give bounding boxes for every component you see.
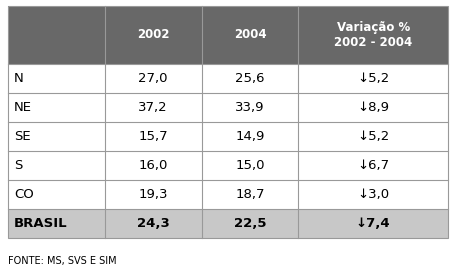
Text: ↓7,4: ↓7,4 bbox=[356, 217, 390, 230]
Bar bbox=[105, 151, 202, 180]
Bar bbox=[298, 64, 448, 93]
Bar bbox=[105, 209, 202, 238]
Bar bbox=[8, 6, 105, 64]
Bar bbox=[202, 93, 298, 122]
Text: 15,7: 15,7 bbox=[138, 130, 168, 143]
Text: 2004: 2004 bbox=[234, 28, 266, 41]
Bar bbox=[105, 93, 202, 122]
Text: 24,3: 24,3 bbox=[137, 217, 170, 230]
Bar bbox=[298, 122, 448, 151]
Text: ↓3,0: ↓3,0 bbox=[357, 188, 389, 201]
Bar bbox=[8, 93, 105, 122]
Text: S: S bbox=[14, 159, 22, 172]
Text: 14,9: 14,9 bbox=[235, 130, 265, 143]
Text: Variação %
2002 - 2004: Variação % 2002 - 2004 bbox=[334, 21, 412, 49]
Bar bbox=[8, 6, 448, 238]
Text: SE: SE bbox=[14, 130, 30, 143]
Text: 37,2: 37,2 bbox=[138, 101, 168, 114]
Text: BRASIL: BRASIL bbox=[14, 217, 68, 230]
Bar bbox=[8, 209, 105, 238]
Text: CO: CO bbox=[14, 188, 34, 201]
Bar bbox=[8, 122, 105, 151]
Text: 18,7: 18,7 bbox=[235, 188, 265, 201]
Text: 22,5: 22,5 bbox=[234, 217, 266, 230]
Bar bbox=[202, 6, 298, 64]
Bar bbox=[105, 64, 202, 93]
Bar bbox=[202, 64, 298, 93]
Bar bbox=[8, 151, 105, 180]
Text: 2002: 2002 bbox=[137, 28, 169, 41]
Bar bbox=[105, 6, 202, 64]
Text: FONTE: MS, SVS E SIM: FONTE: MS, SVS E SIM bbox=[8, 256, 116, 266]
Bar bbox=[105, 122, 202, 151]
Text: ↓6,7: ↓6,7 bbox=[357, 159, 389, 172]
Text: ↓8,9: ↓8,9 bbox=[357, 101, 389, 114]
Text: N: N bbox=[14, 72, 24, 85]
Text: 25,6: 25,6 bbox=[235, 72, 265, 85]
Text: NE: NE bbox=[14, 101, 32, 114]
Bar bbox=[202, 151, 298, 180]
Bar bbox=[202, 122, 298, 151]
Text: ↓5,2: ↓5,2 bbox=[357, 72, 389, 85]
Bar bbox=[8, 180, 105, 209]
Text: 27,0: 27,0 bbox=[138, 72, 168, 85]
Bar bbox=[298, 180, 448, 209]
Text: 33,9: 33,9 bbox=[235, 101, 265, 114]
Bar bbox=[298, 151, 448, 180]
Text: 19,3: 19,3 bbox=[138, 188, 168, 201]
Bar bbox=[298, 93, 448, 122]
Bar bbox=[8, 64, 105, 93]
Bar bbox=[202, 180, 298, 209]
Bar bbox=[202, 209, 298, 238]
Bar bbox=[298, 209, 448, 238]
Text: ↓5,2: ↓5,2 bbox=[357, 130, 389, 143]
Bar bbox=[105, 180, 202, 209]
Text: 15,0: 15,0 bbox=[235, 159, 265, 172]
Bar bbox=[298, 6, 448, 64]
Text: 16,0: 16,0 bbox=[138, 159, 168, 172]
